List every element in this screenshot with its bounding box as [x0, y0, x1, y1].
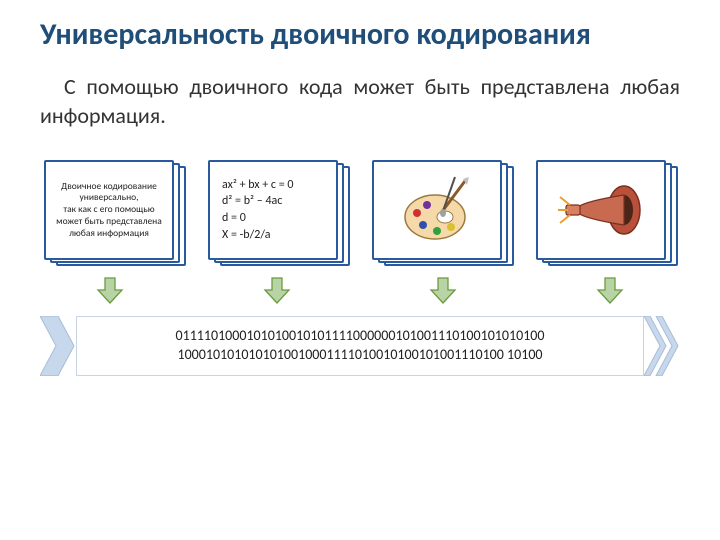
cards-row: Двоичное кодирование универсально, так к…: [40, 160, 680, 270]
horn-icon: [536, 160, 666, 260]
image-card: [372, 160, 512, 270]
text-card: Двоичное кодирование универсально, так к…: [44, 160, 184, 270]
chevron-out-icon: [644, 316, 680, 376]
arrow-down-icon: [263, 276, 291, 304]
math-line: d = 0: [222, 210, 246, 227]
chevron-in-icon: [40, 316, 76, 376]
binary-row: 0111101000101010010101111000000101001110…: [40, 316, 680, 376]
arrow-down-icon: [96, 276, 124, 304]
binary-box: 0111101000101010010101111000000101001110…: [76, 316, 644, 376]
math-line: X = -b/2/a: [222, 227, 271, 244]
arrows-row: [40, 270, 680, 310]
arrow-down-icon: [596, 276, 624, 304]
binary-line: 0111101000101010010101111000000101001110…: [89, 327, 631, 346]
sound-card: [536, 160, 676, 270]
math-line: d² = b² – 4ac: [222, 193, 282, 210]
binary-line: 1000101010101010010001111010010100101001…: [89, 346, 631, 365]
slide-title: Универсальность двоичного кодирования: [40, 18, 680, 51]
slide-paragraph: С помощью двоичного кода может быть пред…: [40, 73, 680, 130]
text-line: любая информация: [69, 228, 149, 240]
text-card-content: Двоичное кодирование универсально, так к…: [44, 160, 174, 260]
arrow-down-icon: [429, 276, 457, 304]
math-line: ax² + bx + c = 0: [222, 177, 294, 194]
math-card: ax² + bx + c = 0 d² = b² – 4ac d = 0 X =…: [208, 160, 348, 270]
palette-icon: [372, 160, 502, 260]
math-card-content: ax² + bx + c = 0 d² = b² – 4ac d = 0 X =…: [208, 160, 338, 260]
